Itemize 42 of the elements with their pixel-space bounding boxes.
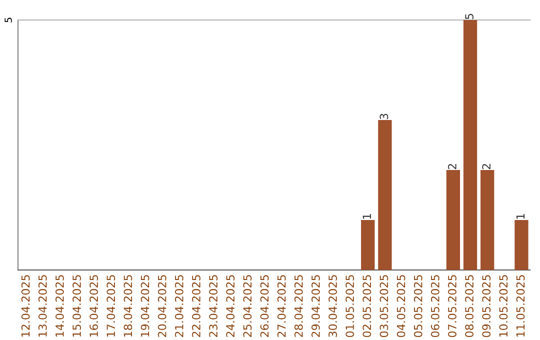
data-label: 1 xyxy=(516,214,525,219)
data-label: 3 xyxy=(380,114,388,120)
x-tick-label: 29.04.2025 xyxy=(311,275,320,337)
data-label: 2 xyxy=(448,164,456,170)
x-tick-label: 10.05.2025 xyxy=(499,275,508,337)
x-tick-label: 25.04.2025 xyxy=(243,275,252,337)
bar xyxy=(514,220,528,270)
x-tick-label: 07.05.2025 xyxy=(448,275,456,338)
bar xyxy=(480,170,494,270)
data-label: 1 xyxy=(362,214,371,219)
x-tick-label: 11.05.2025 xyxy=(516,275,525,337)
x-tick-label: 30.04.2025 xyxy=(328,275,337,337)
bar xyxy=(446,170,460,270)
x-tick-label: 06.05.2025 xyxy=(430,275,440,338)
x-tick-label: 17.04.2025 xyxy=(106,275,116,337)
x-tick-label: 28.04.2025 xyxy=(294,275,303,337)
x-tick-label: 05.05.2025 xyxy=(414,275,422,338)
bar xyxy=(361,220,375,270)
x-tick-label: 04.05.2025 xyxy=(396,275,406,338)
x-tick-label: 20.04.2025 xyxy=(158,275,166,337)
x-tick-label: 27.04.2025 xyxy=(277,275,286,337)
x-tick-label: 22.04.2025 xyxy=(192,275,200,337)
x-tick-label: 15.04.2025 xyxy=(72,275,81,337)
x-tick-label: 02.05.2025 xyxy=(362,275,372,338)
x-tick-label: 09.05.2025 xyxy=(482,275,491,338)
x-tick-label: 12.04.2025 xyxy=(21,275,30,337)
x-tick-label: 26.04.2025 xyxy=(260,275,269,337)
x-tick-label: 19.04.2025 xyxy=(140,275,150,337)
x-tick-label: 23.04.2025 xyxy=(209,275,218,337)
x-tick-label: 24.04.2025 xyxy=(226,275,235,337)
bar xyxy=(378,120,392,270)
x-tick-label: 21.04.2025 xyxy=(174,275,184,337)
x-tick-label: 03.05.2025 xyxy=(380,275,388,338)
bar xyxy=(463,20,478,270)
x-tick-label: 13.04.2025 xyxy=(38,275,47,337)
data-label: 2 xyxy=(482,164,490,170)
x-tick-label: 16.04.2025 xyxy=(90,275,98,337)
x-tick-label: 18.04.2025 xyxy=(124,275,132,337)
data-label: 5 xyxy=(465,14,474,20)
x-tick-label: 08.05.2025 xyxy=(465,275,474,338)
x-tick-label: 01.05.2025 xyxy=(346,275,354,338)
x-tick-label: 14.04.2025 xyxy=(55,275,64,337)
